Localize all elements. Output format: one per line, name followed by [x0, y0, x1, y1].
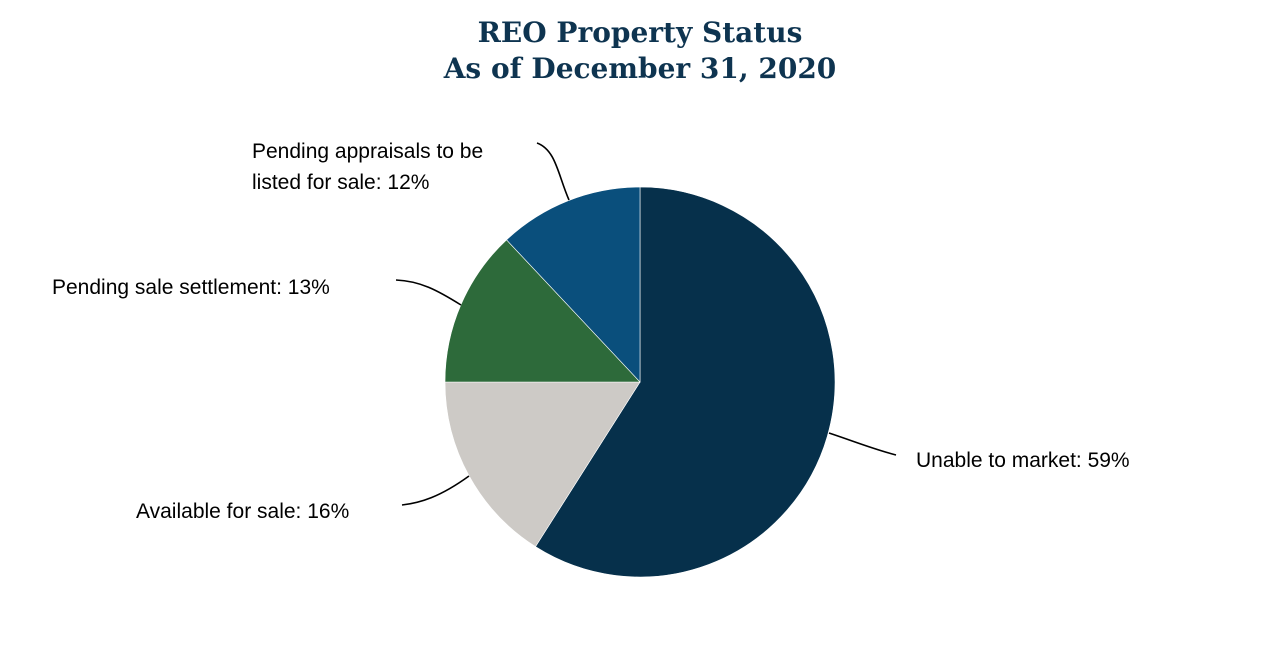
leader-line-unable-to-market — [828, 432, 897, 456]
leader-line-available-for-sale — [401, 475, 470, 506]
slice-unable-to-market — [535, 186, 836, 578]
label-unable-to-market: Unable to market: 59% — [916, 449, 1130, 472]
label-available-for-sale: Available for sale: 16% — [136, 500, 349, 523]
leader-line-pending-appraisals — [536, 142, 570, 201]
chart-title-line-1: REO Property Status — [478, 16, 803, 49]
leader-line-pending-sale-settlement — [395, 279, 462, 306]
label-pending-appraisals-line-1: Pending appraisals to be — [252, 140, 483, 163]
slice-available-for-sale — [444, 381, 641, 548]
label-pending-sale-settlement: Pending sale settlement: 13% — [52, 276, 330, 299]
label-pending-appraisals-line-2: listed for sale: 12% — [252, 171, 429, 194]
chart-title-line-2: As of December 31, 2020 — [443, 52, 837, 85]
pie-slices — [444, 186, 836, 578]
slice-pending-appraisals — [506, 186, 641, 383]
